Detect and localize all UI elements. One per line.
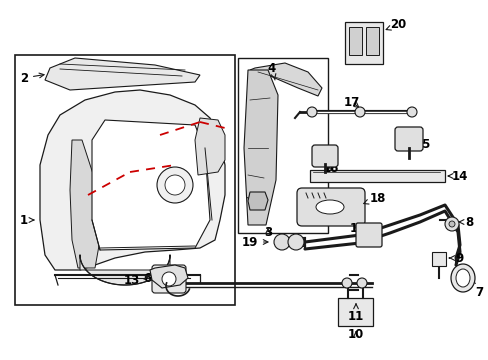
FancyBboxPatch shape xyxy=(152,265,185,293)
Text: 16: 16 xyxy=(323,162,339,175)
Polygon shape xyxy=(92,120,209,250)
Text: 1: 1 xyxy=(20,213,34,226)
Bar xyxy=(431,252,445,266)
Ellipse shape xyxy=(455,269,469,287)
Circle shape xyxy=(162,272,176,286)
Bar xyxy=(348,27,361,55)
Text: 20: 20 xyxy=(386,18,406,31)
Text: 17: 17 xyxy=(343,95,359,108)
Text: 5: 5 xyxy=(246,192,254,204)
Text: 12: 12 xyxy=(349,221,366,234)
Bar xyxy=(15,55,235,305)
Text: 4: 4 xyxy=(267,62,276,80)
Circle shape xyxy=(444,217,458,231)
Polygon shape xyxy=(70,140,100,268)
Circle shape xyxy=(341,278,351,288)
Polygon shape xyxy=(249,63,321,96)
Circle shape xyxy=(164,175,184,195)
Text: 19: 19 xyxy=(241,235,267,248)
FancyBboxPatch shape xyxy=(296,188,364,226)
Polygon shape xyxy=(150,265,187,288)
Text: 11: 11 xyxy=(347,304,364,324)
FancyBboxPatch shape xyxy=(311,145,337,167)
Polygon shape xyxy=(195,118,224,175)
Text: 7: 7 xyxy=(469,280,482,298)
Circle shape xyxy=(273,234,289,250)
Text: 13: 13 xyxy=(123,274,148,287)
Text: 9: 9 xyxy=(448,252,462,265)
Text: 10: 10 xyxy=(347,328,364,342)
Text: 18: 18 xyxy=(363,192,386,204)
Text: 15: 15 xyxy=(414,139,430,152)
Circle shape xyxy=(406,107,416,117)
Ellipse shape xyxy=(450,264,474,292)
Bar xyxy=(365,27,378,55)
Polygon shape xyxy=(247,192,267,210)
Ellipse shape xyxy=(315,200,343,214)
Circle shape xyxy=(356,278,366,288)
Text: 14: 14 xyxy=(447,170,468,183)
Text: 8: 8 xyxy=(458,216,472,229)
Circle shape xyxy=(157,167,193,203)
Bar xyxy=(345,22,382,64)
Polygon shape xyxy=(80,255,170,285)
Text: 6: 6 xyxy=(143,271,156,284)
Circle shape xyxy=(448,221,454,227)
Bar xyxy=(238,58,327,233)
FancyBboxPatch shape xyxy=(355,223,381,247)
Text: 2: 2 xyxy=(20,72,44,85)
Bar xyxy=(337,298,372,326)
Circle shape xyxy=(354,107,364,117)
Polygon shape xyxy=(40,90,224,270)
FancyBboxPatch shape xyxy=(394,127,422,151)
Circle shape xyxy=(306,107,316,117)
Polygon shape xyxy=(244,70,278,225)
Bar xyxy=(309,170,444,182)
Polygon shape xyxy=(45,58,200,90)
Text: 3: 3 xyxy=(264,225,271,238)
Circle shape xyxy=(287,234,304,250)
